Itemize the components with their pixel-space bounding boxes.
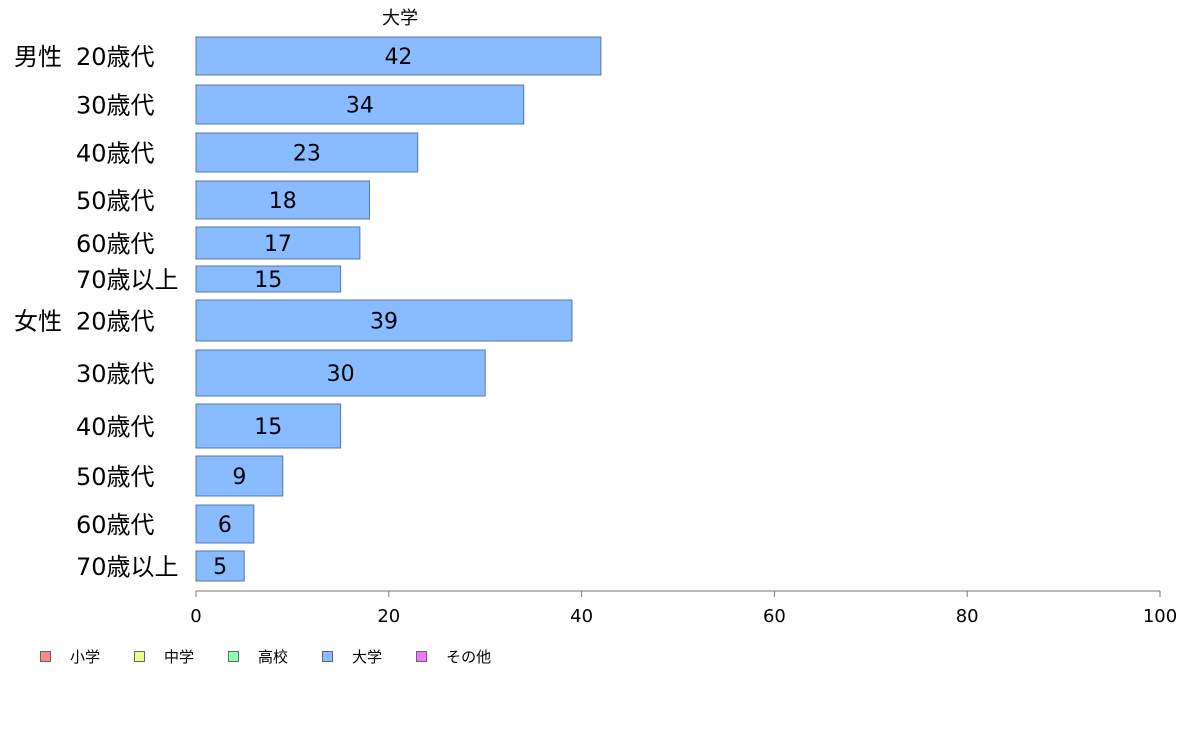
bar-value-label: 23 [293,142,321,167]
legend-label: 中学 [164,648,195,666]
legend-item: 高校 [228,646,288,667]
bar [195,349,486,397]
bar [195,132,419,173]
legend-label: 大学 [352,648,383,666]
chart-title: 大学 [382,8,418,29]
legend-swatch [416,651,428,662]
x-tick-label: 60 [763,606,786,627]
bar-value-label: 42 [384,45,412,70]
bar [195,180,371,220]
bar [195,455,284,497]
bars-group: 4220歳代男性3430歳代2340歳代1850歳代1760歳代1570歳以上3… [14,36,602,582]
bar [195,36,602,76]
bar [195,84,525,125]
group-label: 女性 [14,308,62,336]
legend-item: その他 [416,646,491,667]
category-label: 50歳代 [76,187,155,215]
bar-value-label: 39 [370,310,398,335]
x-tick-label: 40 [570,606,593,627]
category-label: 40歳代 [76,140,155,168]
x-tick-label: 100 [1143,606,1177,627]
category-label: 50歳代 [76,463,155,491]
bar [195,550,245,582]
x-tick-label: 80 [956,606,979,627]
category-label: 30歳代 [76,92,155,120]
legend-label: その他 [446,648,492,666]
x-axis: 0 20 40 60 80 100 [190,590,1177,627]
legend-label: 小学 [70,648,101,666]
legend-item: 大学 [322,646,382,667]
bar-value-label: 34 [346,94,374,119]
legend-swatch [134,651,146,662]
bar-value-label: 18 [269,189,297,214]
category-label: 30歳代 [76,360,155,388]
bar-value-label: 15 [254,268,282,293]
bar-value-label: 9 [232,465,246,490]
bar-value-label: 30 [327,362,355,387]
bar [195,403,342,449]
legend-swatch [228,651,240,662]
bar-value-label: 15 [254,415,282,440]
group-label: 男性 [14,43,62,71]
legend-swatch [40,651,51,662]
x-tick-label: 20 [377,606,400,627]
legend: 小学 中学 高校 大学 その他 [40,646,525,667]
x-tick-label: 0 [190,606,201,627]
legend-item: 中学 [134,646,194,667]
category-label: 20歳代 [76,308,155,336]
bar [195,299,573,342]
bar-value-label: 5 [213,555,227,580]
legend-item: 小学 [40,646,100,667]
bar [195,226,361,260]
category-label: 40歳代 [76,413,155,441]
legend-label: 高校 [258,648,289,666]
category-label: 70歳以上 [76,553,179,581]
category-label: 20歳代 [76,43,155,71]
bar-value-label: 6 [218,513,232,538]
legend-swatch [322,651,334,662]
category-label: 60歳代 [76,230,155,258]
bar [195,504,255,544]
category-label: 70歳以上 [76,266,179,294]
category-label: 60歳代 [76,511,155,539]
bar-value-label: 17 [264,232,292,257]
bar [195,265,342,293]
